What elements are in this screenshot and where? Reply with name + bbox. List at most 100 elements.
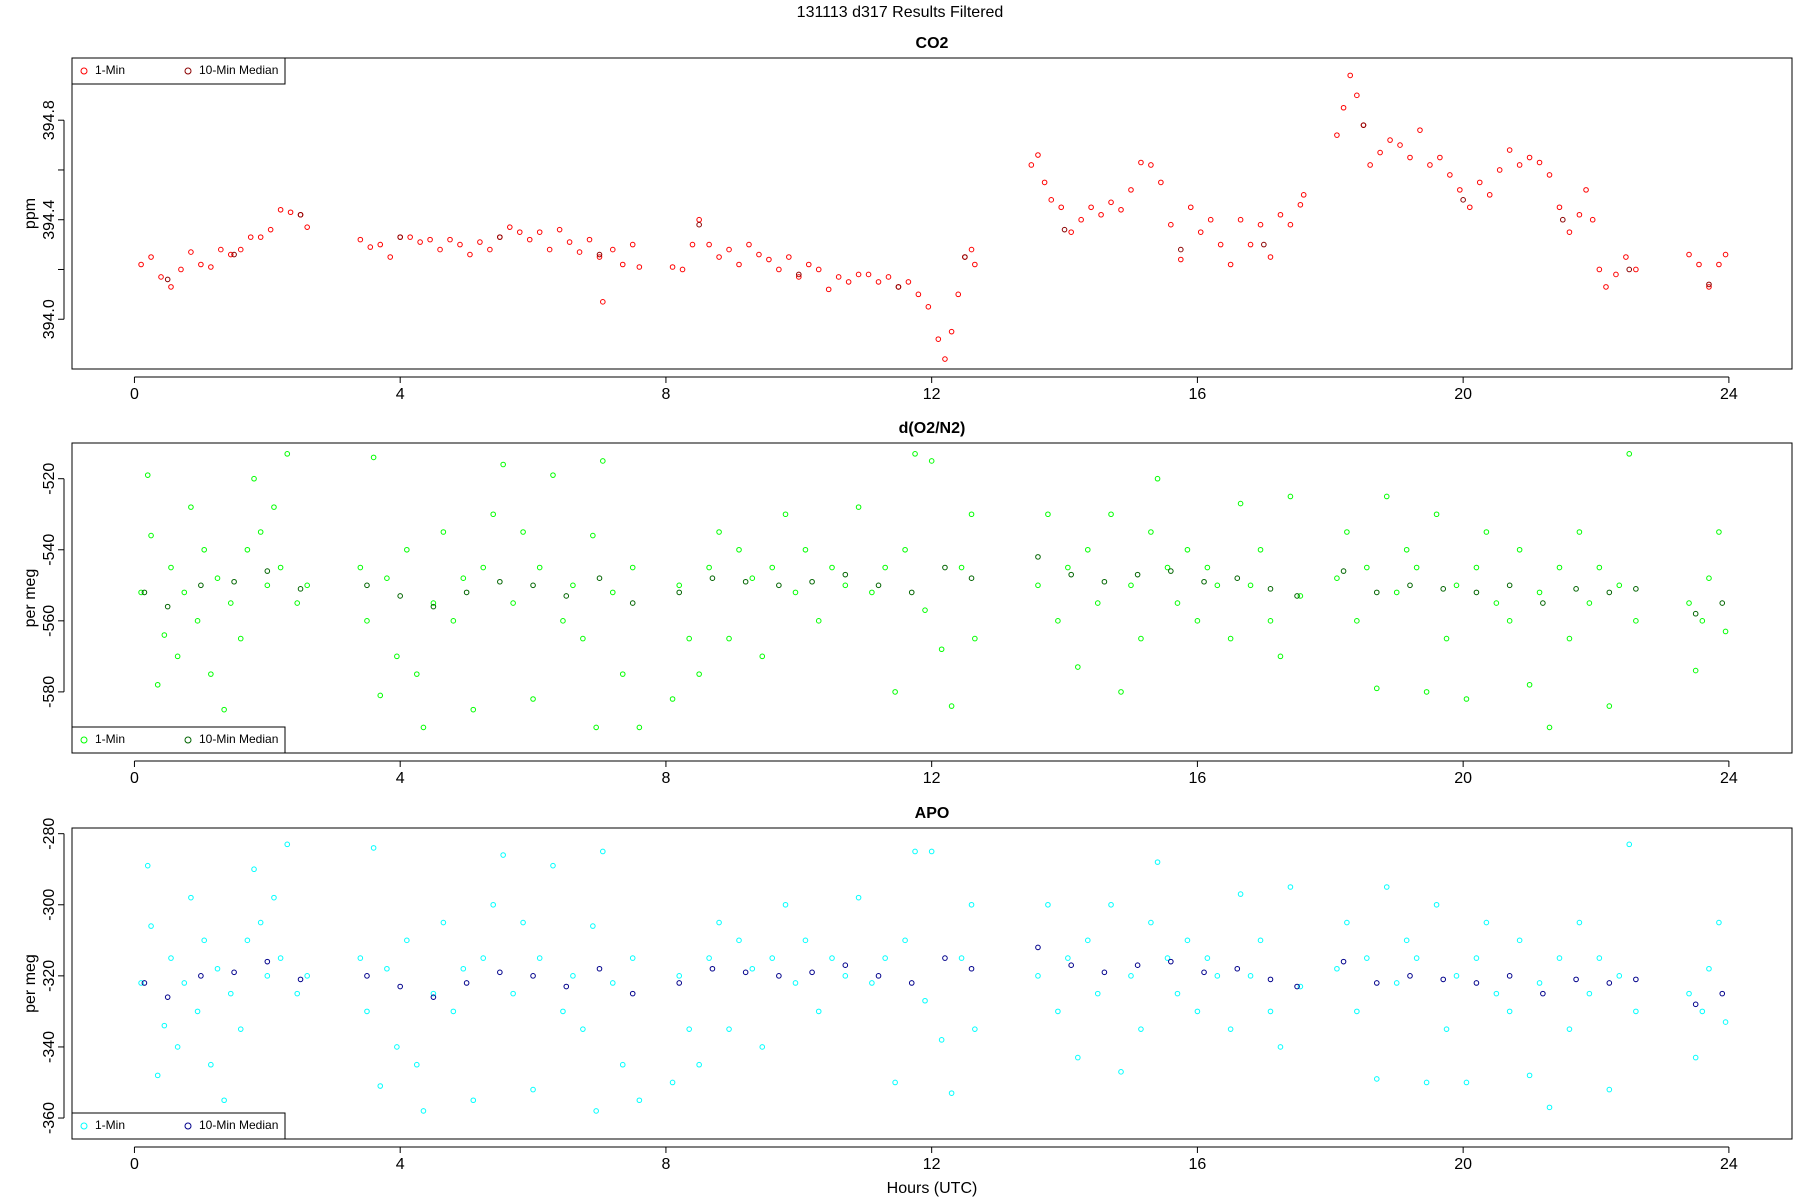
data-point [908, 589, 915, 596]
legend-box [71, 57, 286, 85]
data-point [1606, 980, 1613, 986]
data-point [1556, 564, 1563, 571]
data-point [1407, 154, 1413, 161]
data-point [1722, 1019, 1729, 1025]
data-point [560, 618, 566, 624]
data-point [1706, 281, 1712, 288]
data-point [825, 286, 832, 293]
data-point [679, 266, 686, 273]
data-point [1154, 475, 1161, 482]
data-point [377, 692, 384, 699]
x-tick-label: 4 [396, 770, 405, 787]
data-point [968, 511, 975, 518]
data-point [520, 529, 526, 535]
data-point [500, 461, 506, 468]
data-point [1546, 724, 1553, 731]
data-point [463, 980, 470, 986]
data-point [1028, 162, 1035, 168]
data-point [231, 969, 237, 976]
data-point [397, 983, 403, 990]
data-point [570, 973, 576, 979]
data-point [1413, 955, 1420, 961]
data-point [955, 291, 962, 298]
data-point [942, 356, 948, 362]
panel-title: CO2 [916, 35, 949, 52]
data-point [759, 1044, 766, 1050]
data-point [370, 845, 377, 851]
data-point [364, 973, 370, 979]
data-point [709, 575, 716, 581]
data-point [407, 234, 413, 240]
data-point [1443, 1026, 1450, 1032]
data-point [530, 1086, 536, 1093]
data-point [304, 224, 310, 230]
data-point [1035, 152, 1041, 158]
data-point [636, 724, 643, 731]
data-point [1722, 628, 1729, 635]
y-tick-label: -320 [41, 960, 58, 992]
data-point [490, 901, 496, 908]
data-point [168, 564, 174, 571]
x-tick-label: 20 [1454, 1156, 1472, 1173]
data-point [1217, 241, 1224, 248]
data-point [855, 894, 862, 901]
data-point [430, 994, 437, 1000]
x-tick-label: 4 [396, 386, 405, 403]
legend-marker [80, 736, 88, 744]
data-point [726, 635, 732, 642]
legend-label: 10-Min Median [199, 63, 278, 77]
data-point [284, 451, 291, 457]
data-point [958, 564, 965, 571]
data-point [749, 965, 756, 972]
data-point [805, 261, 812, 268]
data-point [1692, 1001, 1699, 1008]
data-point [1407, 582, 1413, 589]
data-point [377, 1083, 384, 1089]
data-point [526, 236, 533, 243]
y-axis-label: per meg [22, 954, 39, 1013]
data-point [194, 618, 201, 624]
data-point [387, 254, 394, 260]
data-point [174, 1044, 181, 1050]
data-point [550, 862, 556, 869]
data-point [1383, 884, 1390, 890]
data-point [829, 564, 835, 571]
data-point [1692, 667, 1699, 674]
data-point [1626, 451, 1633, 457]
data-point [1526, 681, 1533, 688]
data-point [1035, 944, 1041, 951]
data-point [1267, 976, 1274, 983]
legend-marker [184, 1122, 192, 1130]
data-point [1393, 980, 1400, 986]
data-point [669, 1079, 676, 1086]
data-point [550, 472, 556, 478]
data-point [942, 564, 948, 571]
data-point [1227, 261, 1234, 268]
data-point [297, 976, 304, 983]
data-point [629, 241, 636, 248]
data-point [696, 216, 702, 223]
data-point [1257, 221, 1264, 228]
x-tick-label: 8 [661, 386, 670, 403]
data-point [928, 458, 935, 464]
data-point [1048, 197, 1055, 203]
data-point [1476, 179, 1483, 186]
data-point [726, 1026, 732, 1032]
data-point [1108, 901, 1114, 908]
data-point [942, 955, 948, 961]
data-point [786, 254, 792, 260]
data-point [1576, 211, 1583, 218]
data-point [1486, 192, 1493, 198]
y-axis-label: per meg [22, 569, 39, 628]
data-point [497, 969, 503, 976]
data-point [247, 234, 254, 240]
data-point [264, 582, 271, 589]
data-point [1706, 284, 1712, 290]
data-point [546, 246, 553, 253]
data-point [1177, 256, 1184, 263]
y-tick-label: -300 [41, 889, 58, 921]
data-point [726, 246, 732, 253]
data-point [198, 582, 204, 589]
data-point [470, 1097, 477, 1104]
data-point [1234, 965, 1241, 972]
